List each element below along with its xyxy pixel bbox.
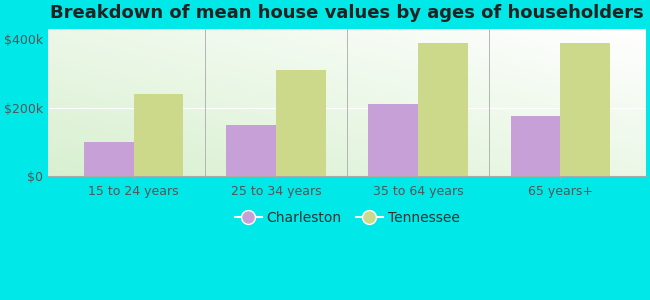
Title: Breakdown of mean house values by ages of householders: Breakdown of mean house values by ages o…	[50, 4, 644, 22]
Legend: Charleston, Tennessee: Charleston, Tennessee	[229, 205, 465, 230]
Bar	[369, 104, 418, 176]
Bar	[84, 142, 133, 176]
Bar	[418, 43, 468, 176]
Bar	[276, 70, 326, 176]
Bar	[560, 43, 610, 176]
Bar	[226, 125, 276, 176]
Bar	[511, 116, 560, 176]
Bar	[133, 94, 183, 176]
